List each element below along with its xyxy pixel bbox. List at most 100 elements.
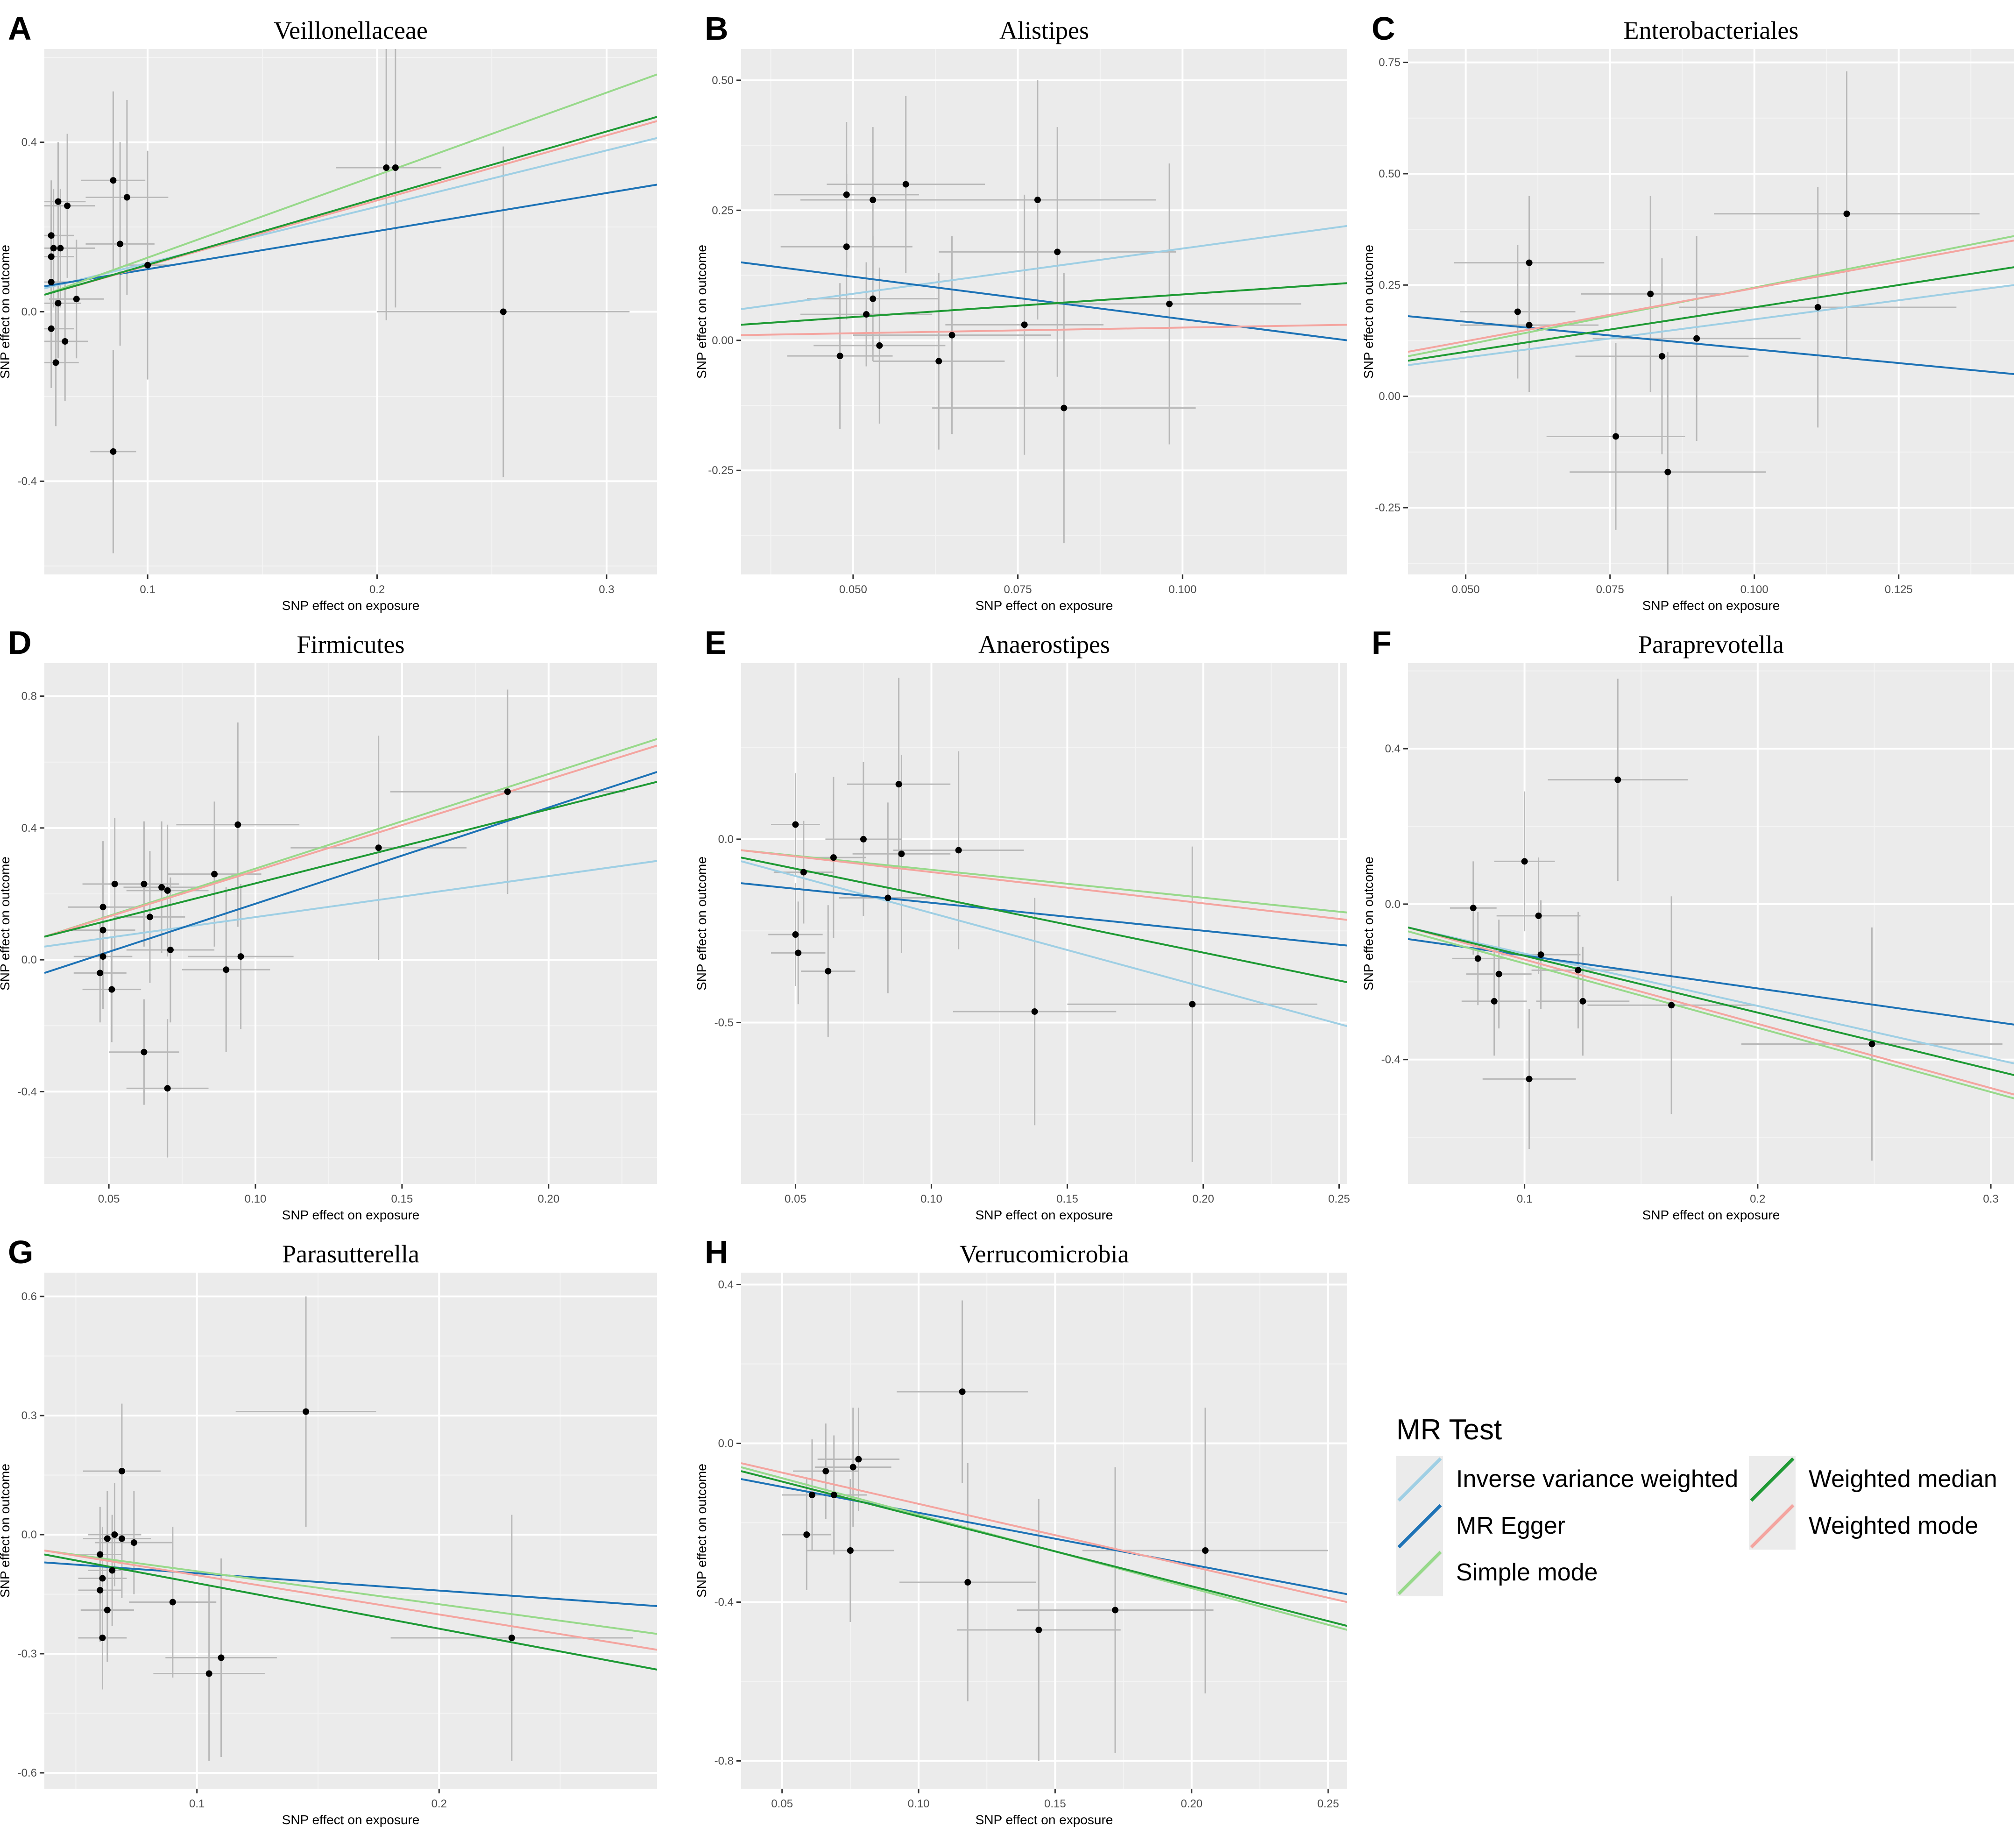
data-point xyxy=(48,232,55,239)
data-point xyxy=(109,1567,116,1574)
y-tick-label: 0.0 xyxy=(1385,898,1401,911)
data-point xyxy=(1054,248,1061,255)
data-point xyxy=(1868,1041,1875,1048)
data-point xyxy=(118,1535,125,1542)
x-tick-label: 0.2 xyxy=(369,583,385,596)
x-axis-title: SNP effect on exposure xyxy=(976,1813,1113,1827)
data-point xyxy=(792,821,799,828)
x-axis-title: SNP effect on exposure xyxy=(282,1208,420,1222)
regression-line-simple xyxy=(741,849,1347,914)
data-point xyxy=(1061,404,1068,411)
data-point xyxy=(836,353,843,360)
panel-letter: B xyxy=(705,10,729,47)
y-tick-label: 0.4 xyxy=(21,822,37,835)
y-tick-label: 0.00 xyxy=(1379,390,1401,403)
data-point xyxy=(55,300,62,307)
x-axis-title: SNP effect on exposure xyxy=(1642,598,1780,613)
data-point xyxy=(234,821,241,828)
y-axis-title: SNP effect on outcome xyxy=(0,245,12,379)
x-axis-title: SNP effect on exposure xyxy=(976,598,1113,613)
legend-key-line-wmode xyxy=(1750,1504,1795,1549)
data-point xyxy=(843,243,850,250)
data-point xyxy=(99,953,106,960)
data-point xyxy=(110,177,117,184)
data-point xyxy=(1658,353,1665,360)
plot-area xyxy=(741,678,1347,1162)
x-tick-label: 0.125 xyxy=(1885,583,1913,596)
data-point xyxy=(223,966,230,973)
data-point xyxy=(902,181,909,188)
data-point xyxy=(809,1492,816,1498)
x-tick-label: 0.1 xyxy=(1517,1193,1532,1205)
regression-line-wmode xyxy=(741,1462,1347,1603)
gridlines xyxy=(44,1273,657,1789)
y-axis-title: SNP effect on outcome xyxy=(694,245,709,379)
data-point xyxy=(99,927,106,934)
legend-label-median: Weighted median xyxy=(1809,1466,1997,1493)
plot-area xyxy=(44,49,657,553)
x-axis-title: SNP effect on exposure xyxy=(282,1813,420,1827)
data-point xyxy=(48,278,55,285)
x-tick-label: 0.10 xyxy=(908,1798,930,1810)
regression-line-simple xyxy=(44,73,657,296)
data-point xyxy=(1202,1547,1209,1554)
x-tick-label: 0.2 xyxy=(1750,1193,1765,1205)
data-point xyxy=(50,245,57,252)
data-point xyxy=(144,262,151,269)
data-point xyxy=(898,850,905,857)
data-point xyxy=(1526,1076,1533,1083)
x-tick-label: 0.075 xyxy=(1596,583,1624,596)
data-point xyxy=(111,1531,118,1538)
panel-background xyxy=(1408,663,2014,1184)
legend-label-wmode: Weighted mode xyxy=(1809,1512,1978,1539)
panel-background xyxy=(741,49,1347,574)
y-tick-label: 0.6 xyxy=(21,1290,37,1303)
legend-key-line-ivw xyxy=(1397,1457,1442,1502)
data-point xyxy=(158,884,165,891)
regression-line-simple xyxy=(44,738,657,938)
panel-letter: D xyxy=(8,624,32,661)
data-point xyxy=(1535,912,1542,919)
data-point xyxy=(237,953,244,960)
chart-panel-e: 0.05 0.10 0.15 0.20 0.25 -0.5 0.0 SNP effect on… xyxy=(694,624,1350,1222)
data-point xyxy=(964,1579,971,1586)
panel-letter: A xyxy=(8,10,32,47)
chart-panel-h: 0.05 0.10 0.15 0.20 0.25 -0.8 -0.4 0.0 0.4 SNP ef… xyxy=(694,1234,1347,1827)
panel-background xyxy=(741,663,1347,1184)
x-axis-title: SNP effect on exposure xyxy=(282,598,420,613)
x-tick-label: 0.100 xyxy=(1740,583,1768,596)
data-point xyxy=(146,914,153,921)
y-tick-label: 0.0 xyxy=(21,306,37,319)
data-point xyxy=(99,1635,106,1641)
data-point xyxy=(1021,321,1028,328)
legend-item-egger: MR Egger xyxy=(1396,1503,1565,1550)
panel-title: Verrucomicrobia xyxy=(960,1240,1129,1268)
x-tick-label: 0.3 xyxy=(599,583,614,596)
data-point xyxy=(55,198,62,205)
data-point xyxy=(118,1468,125,1474)
data-point xyxy=(500,308,507,315)
data-point xyxy=(508,1635,515,1641)
plot-area xyxy=(741,80,1347,544)
panel-title: Firmicutes xyxy=(297,630,405,659)
regression-line-median xyxy=(1408,266,2014,362)
data-point xyxy=(141,880,148,887)
x-tick-label: 0.20 xyxy=(538,1193,559,1205)
regression-line-median xyxy=(44,1553,657,1671)
x-tick-label: 0.075 xyxy=(1004,583,1032,596)
data-point xyxy=(52,359,59,366)
chart-panel-d: 0.05 0.10 0.15 0.20 -0.4 0.0 0.4 0.8 SNP effect … xyxy=(0,624,657,1222)
legend-item-ivw: Inverse variance weighted xyxy=(1396,1456,1738,1503)
regression-line-ivw xyxy=(1408,926,2014,1065)
data-point xyxy=(855,1456,862,1463)
plot-area xyxy=(1408,71,2014,574)
y-tick-label: 0.3 xyxy=(21,1409,37,1422)
data-point xyxy=(504,788,511,795)
gridlines xyxy=(44,663,657,1184)
regression-line-egger xyxy=(1408,315,2014,375)
chart-panels: 0.1 0.2 0.3 -0.4 0.0 0.4 SNP effect on exposur… xyxy=(0,10,2014,1827)
regression-line-median xyxy=(741,1470,1347,1627)
data-point xyxy=(1035,1627,1042,1633)
panel-letter: E xyxy=(705,624,727,661)
